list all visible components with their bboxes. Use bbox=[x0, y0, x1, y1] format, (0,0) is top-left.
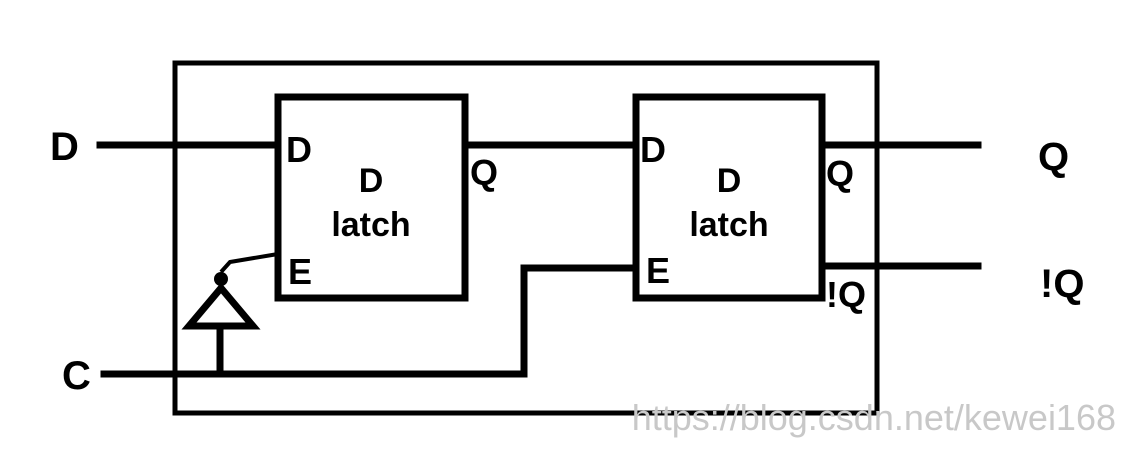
output-nq-label: !Q bbox=[1040, 262, 1084, 306]
latch1-box bbox=[274, 93, 469, 302]
latch2-pin-nq: !Q bbox=[826, 274, 866, 315]
latch2-box bbox=[632, 93, 826, 302]
latch2-title-latch: latch bbox=[689, 206, 768, 244]
watermark-text: https://blog.csdn.net/kewei168 bbox=[632, 397, 1116, 438]
latch2-pin-e: E bbox=[646, 250, 670, 291]
inverter-output-wire bbox=[219, 252, 279, 274]
c-input-wire bbox=[100, 264, 640, 378]
outer-box bbox=[172, 60, 880, 416]
latch1-title-d: D bbox=[359, 162, 384, 200]
input-d-label: D bbox=[50, 125, 79, 169]
latch1-pin-d: D bbox=[286, 129, 312, 170]
output-q-label: Q bbox=[1038, 135, 1069, 179]
latch1-pin-q: Q bbox=[470, 152, 498, 193]
latch2-pin-q: Q bbox=[826, 153, 854, 194]
latch1-pin-e: E bbox=[288, 251, 312, 292]
latch1-title-latch: latch bbox=[331, 206, 410, 244]
inverter-triangle bbox=[181, 282, 261, 330]
inverter-bubble bbox=[214, 272, 228, 286]
latch2-pin-d: D bbox=[640, 129, 666, 170]
latch2-title-d: D bbox=[717, 162, 742, 200]
input-c-label: C bbox=[62, 354, 91, 398]
